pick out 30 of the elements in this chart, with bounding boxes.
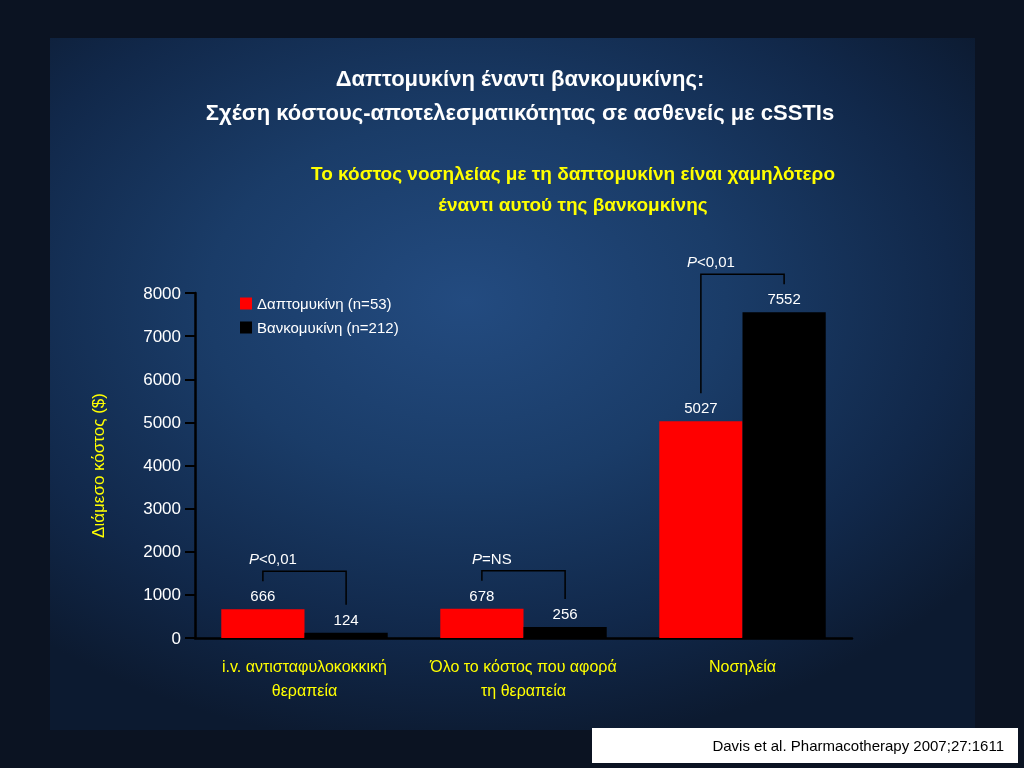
y-axis-title: Διάμεσο κόστος ($)	[89, 393, 108, 538]
chart-subtitle: Το κόστος νοσηλείας με τη δαπτομυκίνη είναι χαμηλότερο έναντι αυτού της βανκομκίνης	[311, 162, 835, 217]
annotation: P<0,01	[686, 253, 735, 271]
annotation: P=NS	[472, 549, 512, 567]
y-tick-label: 5000	[143, 412, 181, 432]
text: Davis et al. Pharmacotherapy 2007;27:1611	[592, 728, 1018, 763]
bar	[221, 609, 305, 638]
x-tick-label: Νοσηλεία	[708, 657, 777, 675]
data-label: 678	[469, 586, 495, 604]
data-label: 256	[552, 604, 578, 622]
x-tick-label: Όλο το κόστος που αφορά τη θεραπεία	[429, 657, 617, 699]
legend-label: Δαπτομυκίνη (n=53)	[257, 295, 392, 312]
y-tick-label: 3000	[143, 499, 181, 519]
y-tick-label: 0	[171, 628, 181, 648]
y-tick-label: 1000	[143, 585, 181, 605]
bar	[659, 421, 743, 638]
data-label: 124	[333, 610, 359, 628]
y-tick-label: 8000	[143, 283, 181, 303]
legend-label: Βανκομυκίνη (n=212)	[257, 319, 399, 336]
chart-title: Δαπτομυκίνη έναντι βανκομυκίνης: Σχέση κόστους-αποτελεσματικότητας σε ασθενείς με cSSTIs	[205, 65, 835, 127]
bar	[440, 608, 524, 638]
y-tick-label: 7000	[143, 326, 181, 346]
annotation: P<0,01	[248, 550, 297, 568]
data-label: 666	[250, 587, 276, 605]
data-label: 5027	[684, 399, 718, 417]
data-label: 7552	[767, 290, 801, 308]
x-tick-label: i.v. αντισταφυλοκοκκική θεραπεία	[222, 657, 387, 699]
y-tick-label: 6000	[143, 369, 181, 389]
y-tick-label: 4000	[143, 456, 181, 475]
y-tick-label: 2000	[143, 542, 181, 562]
